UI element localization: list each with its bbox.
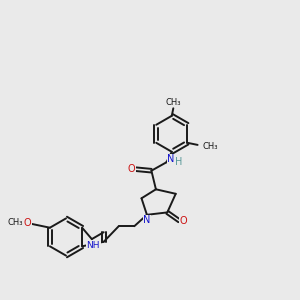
Text: H: H bbox=[175, 157, 182, 167]
Text: CH₃: CH₃ bbox=[203, 142, 218, 151]
Text: O: O bbox=[128, 164, 135, 174]
Text: CH₃: CH₃ bbox=[166, 98, 181, 107]
Text: N: N bbox=[167, 154, 174, 164]
Text: O: O bbox=[24, 218, 31, 228]
Text: NH: NH bbox=[87, 241, 100, 250]
Text: O: O bbox=[179, 216, 187, 226]
Text: CH₃: CH₃ bbox=[8, 218, 23, 227]
Text: N: N bbox=[143, 215, 151, 225]
